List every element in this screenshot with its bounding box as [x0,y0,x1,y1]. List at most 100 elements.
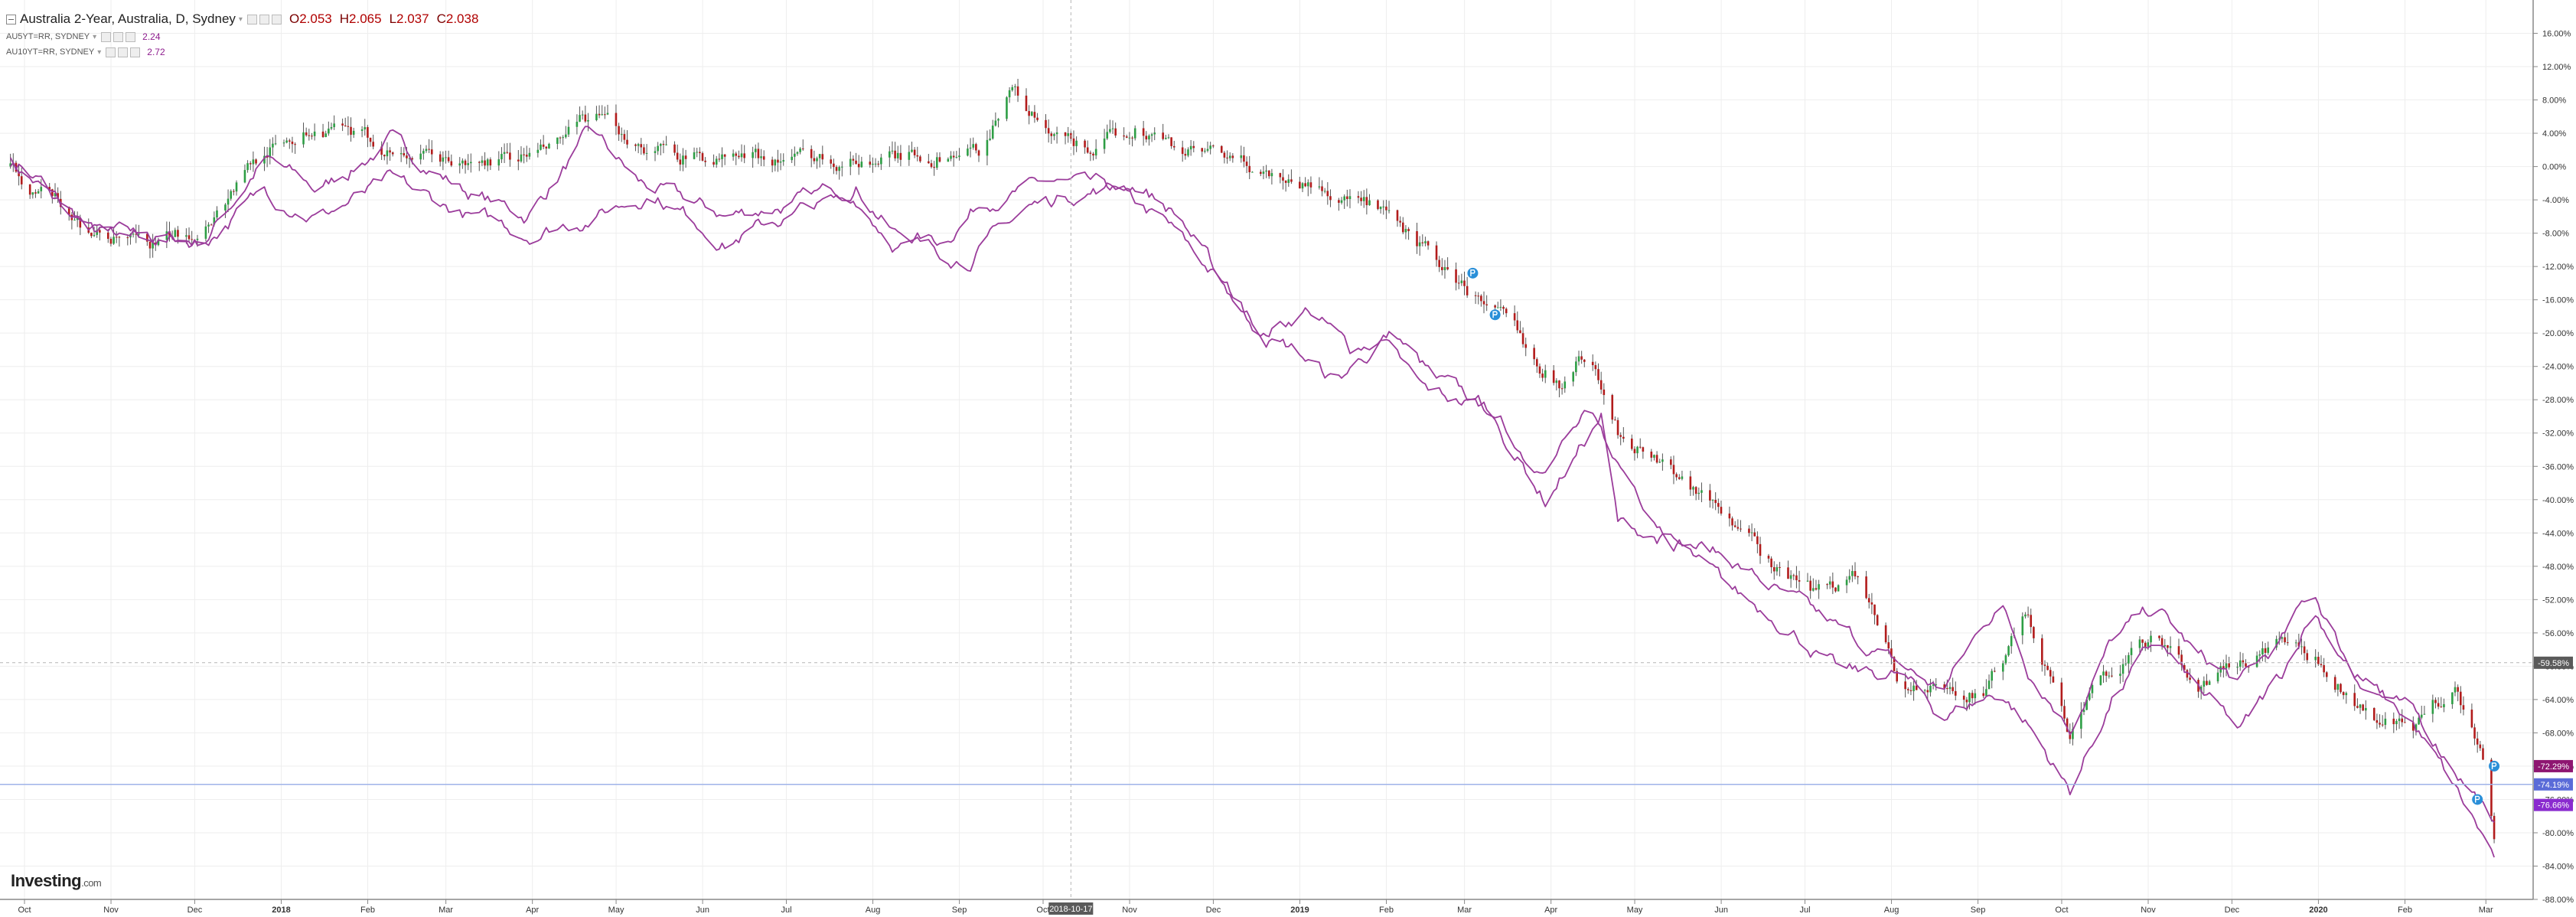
candle-body [185,235,187,237]
price-tick-label: -28.00% [2542,396,2574,405]
candle-body [2365,707,2367,711]
candle [282,139,285,147]
price-tick-label: 12.00% [2542,63,2571,72]
candle-body [877,163,880,165]
eye-icon[interactable] [106,47,116,57]
candle-body [216,210,218,218]
candle [2245,659,2247,668]
close-icon[interactable] [126,31,136,42]
event-marker-icon[interactable] [1489,309,1501,321]
chevron-down-icon[interactable]: ▾ [238,15,243,24]
candle-body [623,134,626,140]
candle [2203,676,2206,694]
candle-body [364,127,367,130]
candle-body [791,156,793,161]
settings-icon[interactable] [118,47,129,57]
candle-body [928,161,930,164]
candle-body [2043,664,2046,666]
candle-body [1181,147,1184,155]
candle [1619,432,1622,445]
candle [1424,237,1427,246]
candle [1750,523,1753,542]
candle [1086,140,1089,154]
candle [1865,570,1867,599]
candle-body [1368,200,1371,206]
candle [752,146,754,168]
candle-body [20,176,23,184]
candle-body [263,155,266,164]
candle-body [2010,636,2013,647]
candle-body [324,133,328,138]
candle-body [860,162,863,168]
candle-body [835,167,838,171]
candle-body [991,126,994,139]
candle [598,105,601,119]
candle [269,139,272,165]
candle-body [2284,637,2286,643]
candle [2381,715,2384,727]
candle-body [1753,532,1756,537]
price-tick-label: 4.00% [2542,129,2566,139]
candle [545,145,548,155]
candle-body [1243,155,1245,162]
event-marker-icon[interactable] [2489,760,2500,772]
candle [439,151,442,167]
close-icon[interactable] [130,47,141,57]
candle [1630,434,1633,451]
candle-body [598,113,601,116]
candle-body [2340,684,2342,693]
candle [115,231,118,243]
chevron-down-icon[interactable]: ▾ [93,32,97,41]
candle-body [2180,654,2183,665]
chevron-down-icon[interactable]: ▾ [97,47,102,57]
candle-body [2476,738,2479,745]
candle [542,135,545,149]
candle-body [796,152,799,154]
candle [880,153,882,171]
candle [567,119,570,137]
eye-icon[interactable] [101,31,112,42]
candle [458,157,461,174]
candle-body [1818,584,1820,590]
candle-body [235,182,238,192]
candle [2130,641,2133,665]
candle [1404,225,1407,240]
candle [1089,150,1092,162]
candle [2046,662,2049,671]
candle [2247,666,2250,673]
candle [266,147,269,168]
candle-body [1971,693,1974,699]
settings-icon[interactable] [113,31,124,42]
candle-body [132,233,135,235]
settings-icon[interactable] [259,14,269,24]
candle-body [1094,148,1097,156]
candle-body [1991,671,1993,681]
candle-body [1123,135,1125,137]
candle-body [1133,128,1136,139]
eye-icon[interactable] [246,14,257,24]
candle [1223,151,1226,164]
candle-body [2072,729,2074,739]
candle-body [606,113,609,115]
event-marker-icon[interactable] [2472,794,2483,805]
candle-body [1326,191,1329,197]
time-tick-label: Dec [2225,906,2240,915]
candle [255,158,257,165]
candle-body [536,149,540,153]
collapse-icon[interactable] [6,14,16,24]
price-tick-label: -20.00% [2542,329,2574,338]
candle-body [545,146,548,149]
candle [1636,445,1639,459]
candle [2239,651,2242,671]
time-axis[interactable]: Oct Nov Dec 2018 Feb Mar Apr May Jun Jul Aug Sep Oct… [0,899,2533,915]
event-marker-icon[interactable] [1467,267,1479,279]
close-icon[interactable] [271,14,282,24]
candle-body [249,163,252,165]
candle [791,148,793,163]
candle [1611,393,1614,424]
candle-body [1418,242,1421,246]
candle-body [841,166,843,168]
candle [525,145,528,162]
candle-body [1678,477,1681,479]
